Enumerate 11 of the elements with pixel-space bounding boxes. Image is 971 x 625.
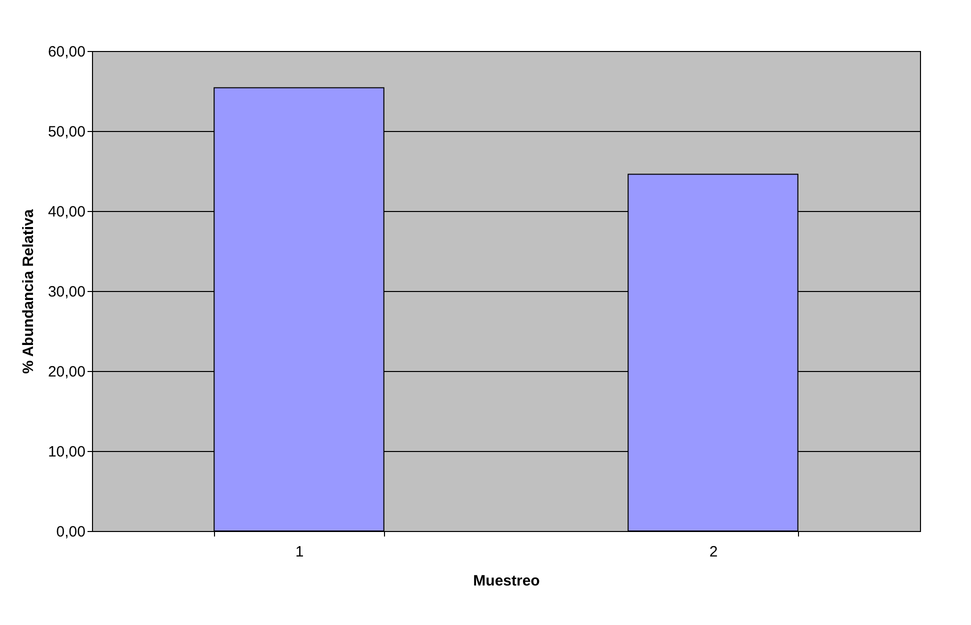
y-axis-title: % Abundancia Relativa: [20, 208, 37, 374]
y-tick-label: 30,00: [48, 284, 86, 300]
x-axis-title: Muestreo: [473, 572, 540, 590]
y-tick-label: 10,00: [48, 444, 86, 460]
y-tick-label: 60,00: [48, 44, 86, 60]
y-tick-label: 20,00: [48, 364, 86, 380]
x-tick-label: 2: [709, 544, 718, 560]
y-tick-label: 40,00: [48, 204, 86, 220]
x-tick-label: 1: [295, 544, 304, 560]
y-tick-label: 0,00: [56, 524, 86, 540]
y-tick-label: 50,00: [48, 124, 86, 140]
